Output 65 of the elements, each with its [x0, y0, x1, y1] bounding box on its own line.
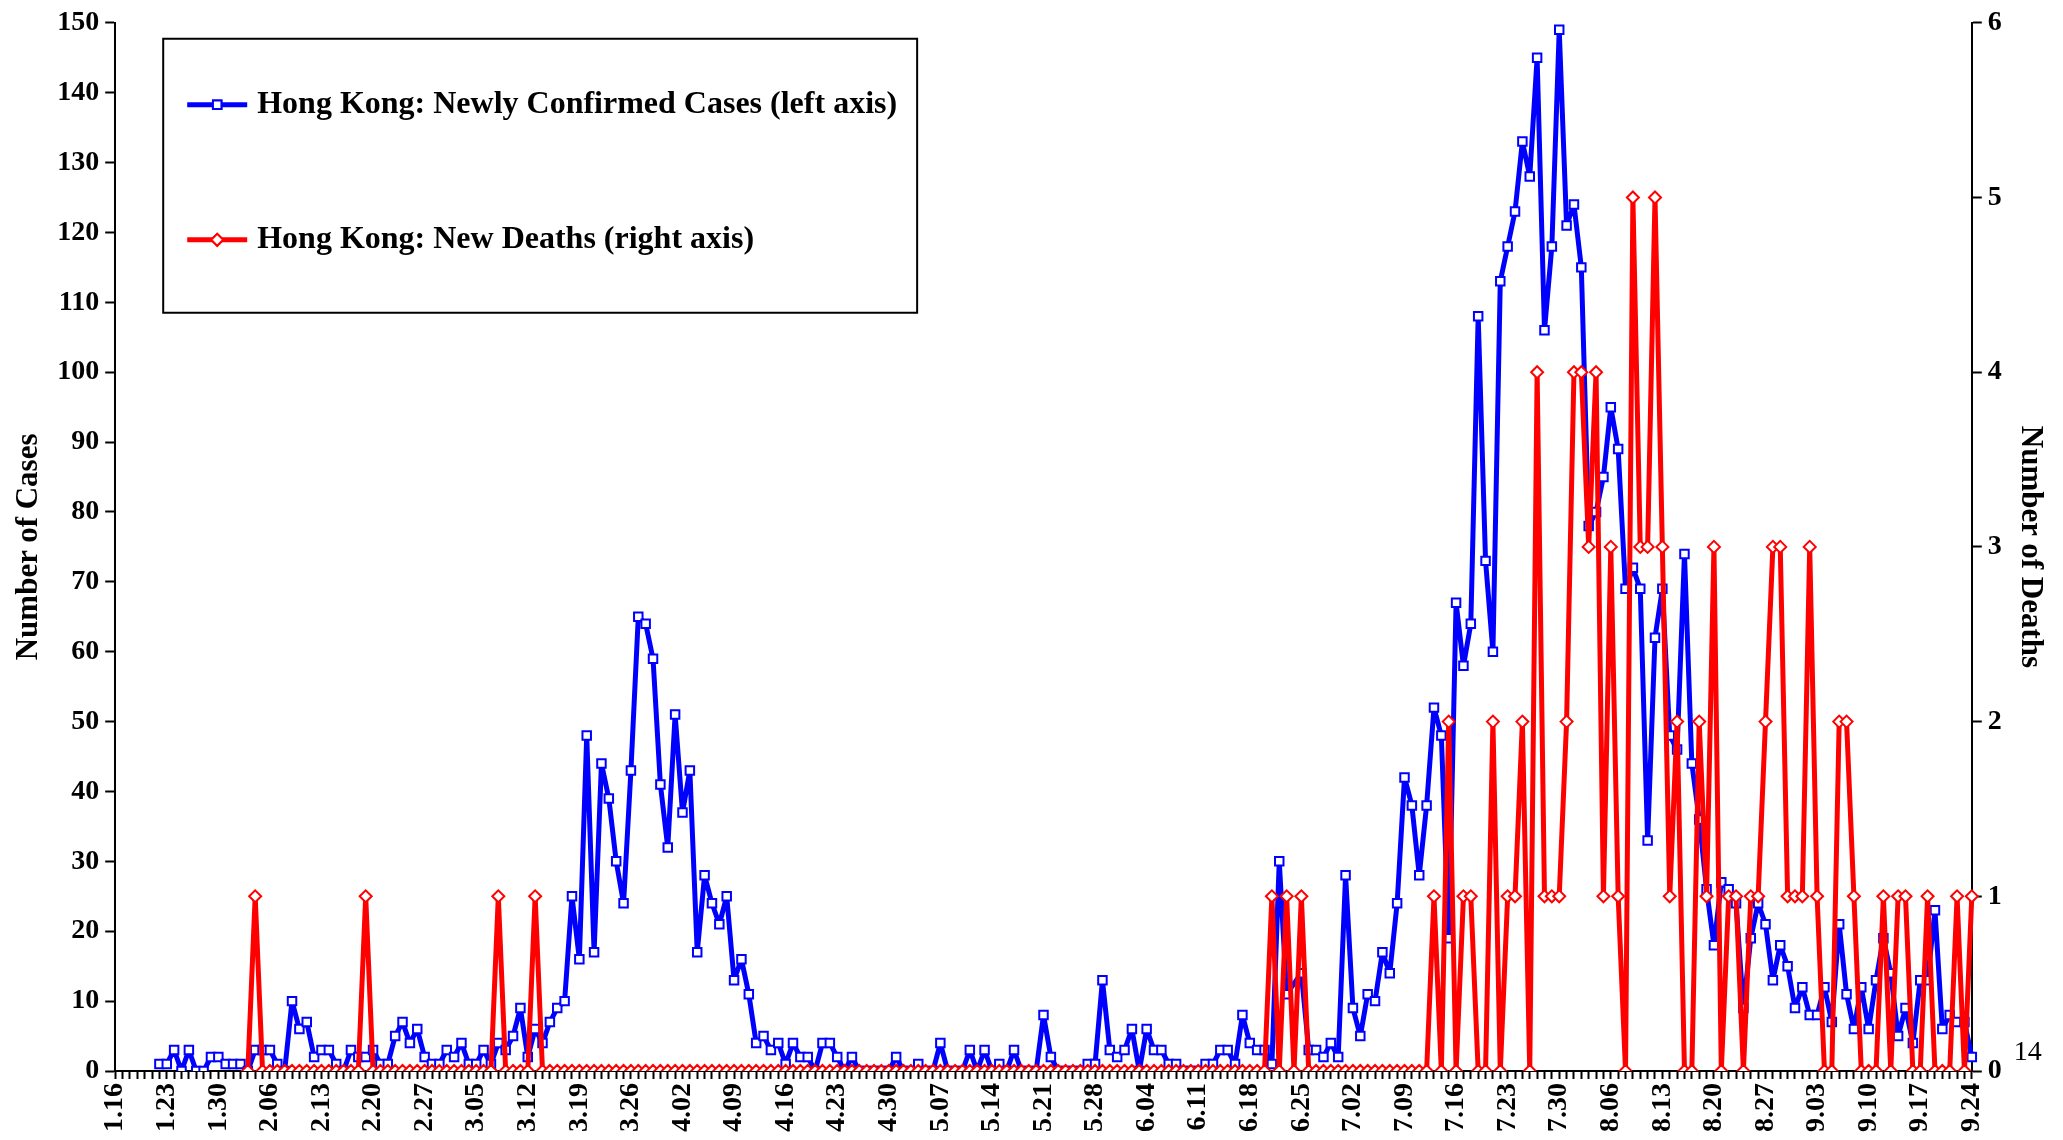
y-tick-label: 140: [57, 74, 100, 106]
y-tick-label: 120: [57, 214, 100, 246]
x-tick-label: 4.30: [871, 1083, 903, 1132]
x-tick-label: 5.28: [1077, 1083, 1109, 1132]
y-tick-label: 40: [71, 773, 100, 805]
x-tick-label: 9.17: [1902, 1083, 1934, 1132]
x-tick-label: 3.05: [458, 1083, 490, 1132]
y-tick-label: 0: [85, 1053, 100, 1085]
legend-label: Hong Kong: Newly Confirmed Cases (left axis): [257, 84, 898, 121]
legend-label: Hong Kong: New Deaths (right axis): [257, 219, 755, 256]
y-tick-label: 150: [57, 5, 100, 37]
x-tick-label: 8.06: [1593, 1083, 1625, 1132]
y2-tick-label: 3: [1987, 529, 2002, 561]
x-tick-label: 1.30: [200, 1083, 232, 1132]
x-tick-label: 6.18: [1232, 1083, 1264, 1132]
x-tick-label: 6.11: [1180, 1083, 1212, 1131]
x-tick-label: 2.20: [355, 1083, 387, 1132]
y-tick-label: 70: [71, 564, 100, 596]
x-tick-label: 4.02: [664, 1083, 696, 1132]
x-tick-label: 7.16: [1438, 1083, 1470, 1132]
x-tick-label: 4.16: [767, 1083, 799, 1132]
y-tick-label: 130: [57, 144, 100, 176]
x-tick-label: 4.23: [819, 1083, 851, 1132]
x-tick-label: 2.27: [406, 1083, 438, 1132]
x-tick-label: 8.20: [1696, 1083, 1728, 1132]
x-tick-label: 9.10: [1850, 1083, 1882, 1132]
y-tick-label: 10: [71, 983, 100, 1015]
y-tick-label: 90: [71, 424, 100, 456]
y2-tick-label: 4: [1987, 354, 2002, 386]
x-tick-label: 2.06: [252, 1083, 284, 1132]
x-tick-label: 4.09: [716, 1083, 748, 1132]
x-tick-label: 7.02: [1335, 1083, 1367, 1132]
y-tick-label: 100: [57, 354, 100, 386]
x-tick-label: 5.14: [974, 1083, 1006, 1132]
y2-tick-label: 2: [1987, 703, 2002, 735]
y-axis-title: Number of Cases: [8, 433, 44, 661]
x-tick-label: 5.21: [1025, 1083, 1057, 1132]
y-tick-label: 20: [71, 913, 100, 945]
x-tick-label: 6.25: [1283, 1083, 1315, 1132]
x-tick-label: 5.07: [922, 1083, 954, 1132]
x-tick-label: 3.26: [613, 1083, 645, 1132]
x-tick-label: 1.23: [149, 1083, 181, 1132]
x-tick-label: 1.16: [97, 1083, 129, 1132]
text: 14: [2013, 1035, 2042, 1067]
y-tick-label: 80: [71, 494, 100, 526]
x-tick-label: 7.30: [1541, 1083, 1573, 1132]
y-tick-label: 50: [71, 703, 100, 735]
x-tick-label: 9.24: [1954, 1083, 1986, 1132]
x-tick-label: 6.04: [1128, 1083, 1160, 1132]
y2-tick-label: 0: [1987, 1053, 2002, 1085]
y-tick-label: 30: [71, 843, 100, 875]
y-tick-label: 110: [58, 284, 100, 316]
y-tick-label: 60: [71, 633, 100, 665]
x-tick-label: 2.13: [303, 1083, 335, 1132]
y2-tick-label: 6: [1987, 5, 2002, 37]
x-tick-label: 3.12: [510, 1083, 542, 1132]
y2-tick-label: 1: [1987, 878, 2002, 910]
x-tick-label: 7.09: [1386, 1083, 1418, 1132]
x-tick-label: 8.27: [1747, 1083, 1779, 1132]
x-tick-label: 7.23: [1489, 1083, 1521, 1132]
x-tick-label: 8.13: [1644, 1083, 1676, 1132]
y2-axis-title: Number of Deaths: [2015, 425, 2051, 669]
y2-tick-label: 5: [1987, 179, 2002, 211]
x-tick-label: 9.03: [1799, 1083, 1831, 1132]
x-tick-label: 3.19: [561, 1083, 593, 1132]
